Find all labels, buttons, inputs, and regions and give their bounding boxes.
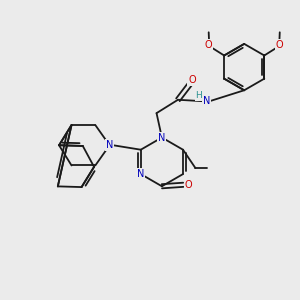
Text: N: N bbox=[106, 140, 113, 150]
Text: O: O bbox=[205, 40, 212, 50]
Text: O: O bbox=[185, 180, 193, 190]
Text: O: O bbox=[276, 40, 284, 50]
Text: N: N bbox=[137, 169, 145, 179]
Text: N: N bbox=[203, 96, 210, 106]
Text: H: H bbox=[195, 92, 202, 100]
Text: O: O bbox=[188, 75, 196, 85]
Text: N: N bbox=[158, 133, 166, 142]
